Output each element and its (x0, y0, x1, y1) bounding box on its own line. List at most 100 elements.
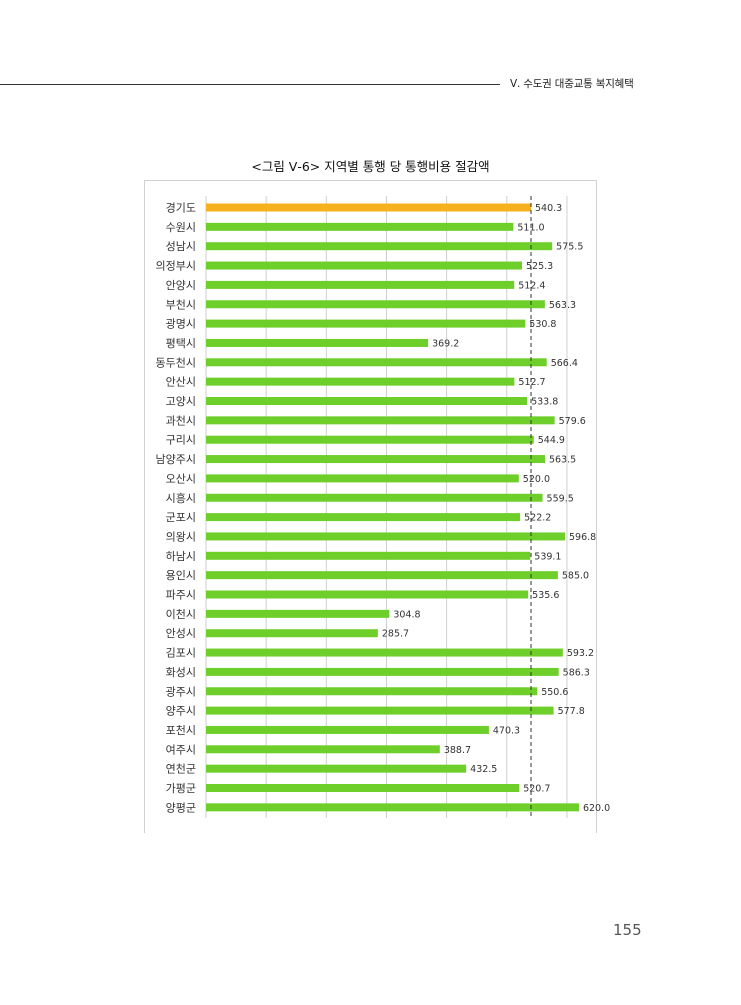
category-label: 안산시 (166, 376, 196, 389)
value-label: 520.7 (523, 784, 550, 795)
category-label: 평택시 (166, 337, 196, 350)
bar (206, 745, 440, 754)
category-label: 김포시 (166, 647, 196, 660)
bar (206, 261, 522, 270)
bar (206, 532, 565, 541)
value-label: 596.8 (569, 532, 596, 543)
bar (206, 222, 514, 231)
category-label: 여주시 (166, 743, 196, 756)
bar (206, 493, 543, 502)
header-rule (0, 84, 500, 85)
bar (206, 435, 534, 444)
category-label: 부천시 (166, 297, 196, 311)
category-label: 화성시 (166, 666, 196, 679)
category-label: 가평군 (166, 782, 196, 795)
bar (206, 687, 538, 696)
bar (206, 571, 558, 580)
category-label: 용인시 (166, 569, 196, 582)
category-label: 이천시 (166, 607, 196, 621)
value-label: 579.6 (559, 416, 586, 427)
value-label: 530.8 (529, 319, 556, 330)
category-label: 하남시 (166, 549, 196, 563)
category-label: 경기도 (166, 202, 196, 215)
bar (206, 629, 378, 638)
value-label: 620.0 (583, 803, 610, 814)
bar (206, 242, 553, 251)
bar (206, 706, 554, 715)
bar (206, 319, 526, 328)
value-label: 388.7 (444, 745, 471, 756)
category-label: 고양시 (166, 395, 196, 408)
category-label: 안양시 (166, 279, 196, 292)
bar (206, 513, 521, 522)
bar (206, 667, 559, 676)
category-label: 광주시 (166, 685, 196, 698)
category-label: 파주시 (166, 589, 196, 602)
bar (206, 609, 390, 618)
value-label: 535.6 (532, 590, 559, 601)
category-label: 수원시 (166, 221, 196, 234)
figure-title: <그림 Ⅴ-6> 지역별 통행 당 통행비용 절감액 (251, 159, 490, 174)
bar (206, 784, 520, 792)
category-label: 성남시 (166, 240, 196, 253)
value-label: 369.2 (432, 338, 459, 349)
value-label: 512.7 (518, 377, 545, 388)
value-label: 432.5 (470, 764, 497, 775)
section-header: Ⅴ. 수도권 대중교통 복지혜택 (510, 78, 634, 90)
category-label: 시흥시 (166, 491, 196, 505)
value-label: 520.0 (523, 474, 550, 485)
value-label: 540.3 (535, 203, 562, 214)
bar (206, 280, 515, 289)
value-label: 304.8 (393, 609, 420, 620)
value-label: 470.3 (493, 725, 520, 736)
category-label: 포천시 (166, 723, 196, 737)
value-label: 522.2 (524, 513, 551, 524)
bar (206, 377, 515, 386)
category-label: 동두천시 (156, 355, 196, 369)
bar (206, 764, 467, 773)
value-label: 563.3 (549, 300, 576, 311)
bar (206, 416, 555, 425)
page-number: 155 (613, 921, 642, 939)
category-label: 양평군 (166, 801, 196, 814)
bar (206, 397, 528, 405)
bar (206, 725, 489, 734)
category-label: 광명시 (166, 318, 196, 331)
category-label: 남양주시 (156, 453, 196, 466)
bar (206, 551, 531, 560)
value-label: 544.9 (538, 435, 565, 446)
bar (206, 455, 545, 464)
category-label: 오산시 (166, 472, 196, 485)
value-label: 593.2 (567, 648, 594, 659)
bar (206, 338, 429, 347)
value-label: 586.3 (563, 667, 590, 678)
bar (206, 648, 563, 657)
bar (206, 300, 545, 309)
bar (206, 590, 529, 599)
value-label: 559.5 (547, 493, 574, 504)
chart-frame (144, 180, 597, 833)
bar (206, 203, 532, 212)
category-label: 안성시 (166, 627, 196, 640)
value-label: 563.5 (549, 455, 576, 466)
value-label: 550.6 (541, 687, 568, 698)
category-label: 구리시 (166, 434, 196, 447)
category-label: 군포시 (166, 511, 196, 524)
category-label: 의정부시 (156, 260, 196, 273)
category-label: 과천시 (166, 413, 196, 427)
bar (206, 358, 547, 367)
value-label: 577.8 (558, 706, 585, 717)
value-label: 585.0 (562, 571, 589, 582)
value-label: 525.3 (526, 261, 553, 272)
value-label: 566.4 (551, 358, 578, 369)
value-label: 512.4 (518, 280, 545, 291)
value-label: 533.8 (531, 397, 558, 408)
bar (206, 474, 519, 483)
value-label: 575.5 (556, 242, 583, 253)
value-label: 539.1 (534, 551, 561, 562)
bar (206, 803, 579, 812)
category-label: 연천군 (166, 762, 196, 776)
category-label: 의왕시 (166, 530, 196, 543)
value-label: 285.7 (382, 629, 409, 640)
